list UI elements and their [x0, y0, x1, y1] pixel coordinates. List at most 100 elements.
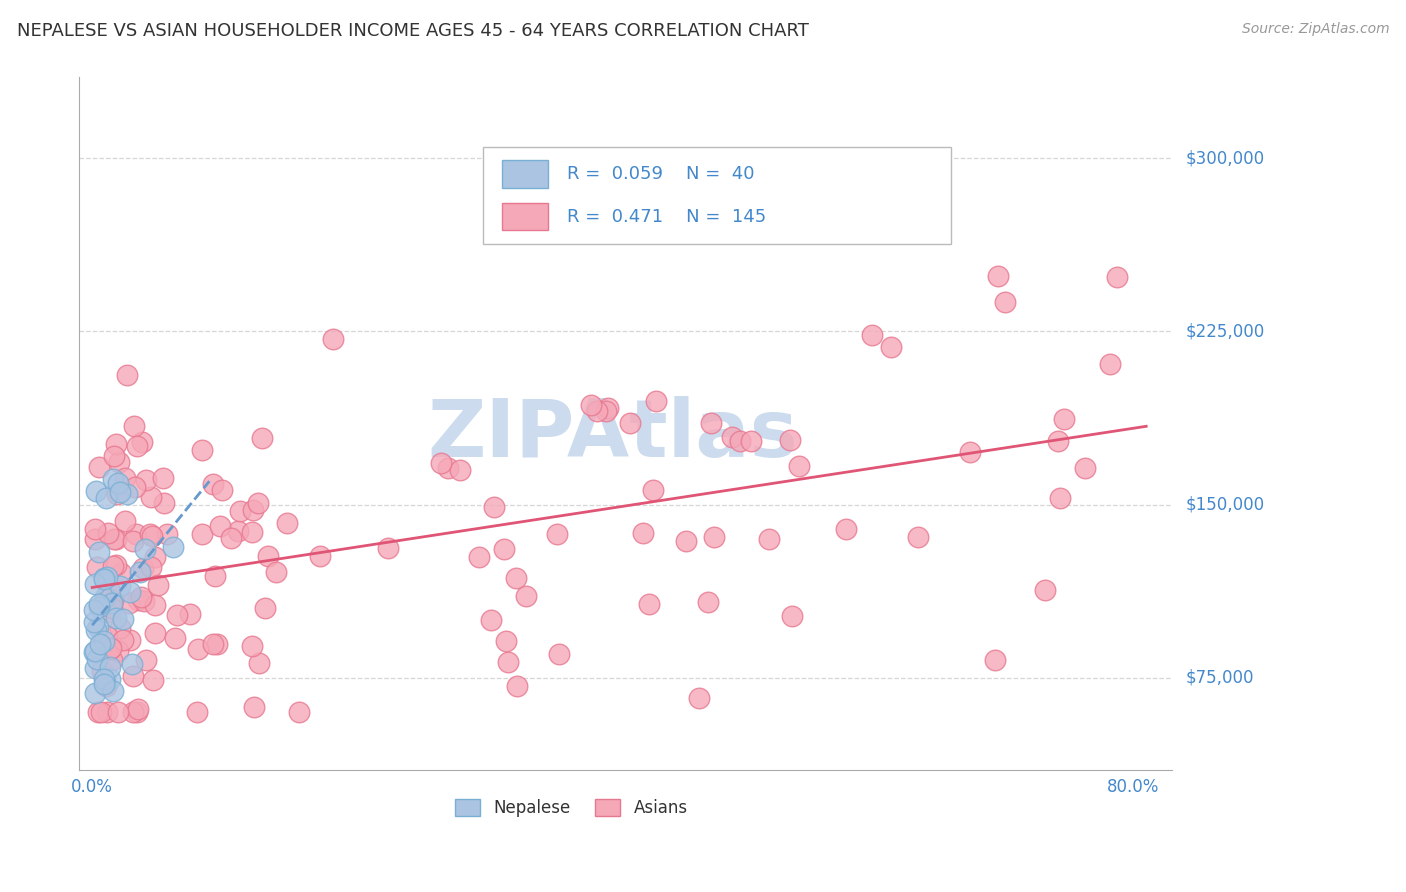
Point: [638, 598, 661, 612]
Point: [482, 500, 505, 515]
Point: [506, 679, 529, 693]
Point: [129, 590, 152, 604]
Point: [84, 686, 107, 700]
Point: [83, 522, 105, 536]
Point: [101, 600, 124, 615]
Point: [165, 631, 187, 645]
Point: [179, 607, 201, 622]
Point: [89, 460, 111, 475]
Point: [242, 503, 264, 517]
Point: [645, 394, 668, 409]
Point: [93, 571, 115, 585]
Point: [87, 599, 110, 614]
Point: [143, 598, 166, 612]
Point: [586, 404, 609, 418]
Point: [131, 434, 153, 449]
Point: [211, 483, 233, 498]
Point: [112, 612, 135, 626]
Point: [266, 566, 288, 580]
Point: [240, 639, 263, 653]
Point: [688, 690, 710, 705]
Point: [110, 579, 132, 593]
Point: [984, 653, 1007, 667]
Point: [579, 399, 602, 413]
Point: [125, 527, 148, 541]
Point: [250, 431, 273, 445]
Point: [120, 633, 142, 648]
Point: [100, 640, 122, 655]
Text: $225,000: $225,000: [1185, 322, 1264, 341]
Point: [101, 684, 124, 698]
Point: [740, 434, 762, 449]
Point: [132, 560, 155, 574]
Point: [148, 578, 170, 592]
Point: [108, 621, 131, 635]
Point: [96, 706, 118, 720]
Point: [98, 673, 121, 687]
Point: [959, 444, 981, 458]
Point: [115, 368, 138, 382]
Point: [205, 637, 228, 651]
Text: R =  0.471    N =  145: R = 0.471 N = 145: [567, 208, 766, 226]
Point: [122, 534, 145, 549]
Point: [84, 661, 107, 675]
Point: [105, 532, 128, 546]
Point: [143, 626, 166, 640]
Point: [675, 533, 697, 548]
Point: [377, 541, 399, 555]
Bar: [502, 160, 548, 187]
Point: [643, 483, 665, 497]
Point: [98, 642, 121, 657]
Point: [228, 504, 250, 518]
Point: [780, 609, 803, 624]
Text: R =  0.059    N =  40: R = 0.059 N = 40: [567, 165, 755, 183]
Point: [120, 584, 142, 599]
Point: [87, 706, 110, 720]
Point: [98, 660, 121, 674]
Point: [187, 642, 209, 657]
Point: [505, 571, 527, 585]
Point: [84, 576, 107, 591]
Point: [86, 560, 108, 574]
Point: [276, 516, 298, 530]
Point: [101, 472, 124, 486]
Point: [1105, 270, 1128, 285]
Point: [204, 569, 226, 583]
Point: [127, 593, 149, 607]
Point: [186, 706, 208, 720]
Point: [103, 532, 125, 546]
Point: [595, 404, 617, 418]
Point: [880, 340, 903, 354]
Point: [107, 455, 129, 469]
Point: [228, 524, 250, 538]
Point: [94, 591, 117, 605]
Point: [93, 634, 115, 648]
Point: [758, 532, 780, 546]
Point: [87, 545, 110, 559]
Point: [107, 706, 129, 720]
Point: [449, 462, 471, 476]
Point: [83, 644, 105, 658]
Point: [994, 294, 1017, 309]
Point: [141, 560, 163, 574]
Point: [90, 664, 112, 678]
Point: [546, 527, 568, 541]
Point: [127, 439, 149, 453]
Legend: Nepalese, Asians: Nepalese, Asians: [449, 792, 695, 824]
Point: [437, 461, 460, 475]
Point: [201, 637, 224, 651]
Point: [87, 620, 110, 634]
Point: [134, 594, 156, 608]
Point: [468, 550, 491, 565]
Point: [240, 524, 263, 539]
Point: [247, 656, 270, 670]
Point: [247, 495, 270, 509]
Point: [166, 608, 188, 623]
Point: [835, 522, 858, 536]
Point: [191, 442, 214, 457]
Text: $300,000: $300,000: [1185, 149, 1264, 167]
Point: [107, 644, 129, 658]
Point: [152, 496, 174, 510]
FancyBboxPatch shape: [482, 146, 950, 244]
Point: [787, 458, 810, 473]
